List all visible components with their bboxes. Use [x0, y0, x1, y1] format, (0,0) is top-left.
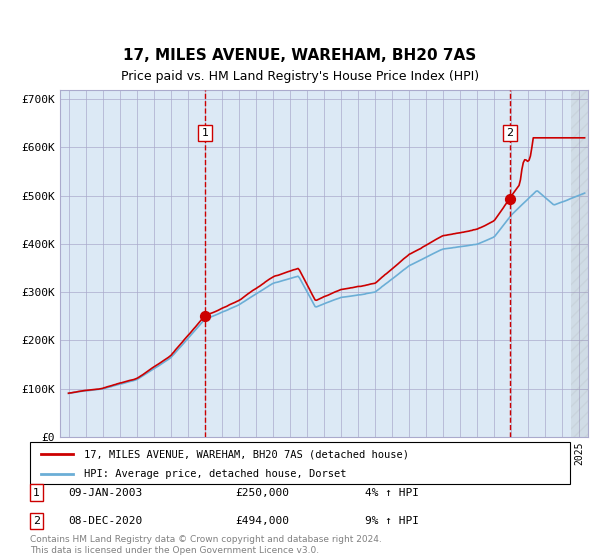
Text: 2: 2 [506, 128, 514, 138]
FancyBboxPatch shape [30, 442, 570, 484]
Text: 1: 1 [33, 488, 40, 498]
Text: Contains HM Land Registry data © Crown copyright and database right 2024.
This d: Contains HM Land Registry data © Crown c… [30, 535, 382, 555]
Text: £494,000: £494,000 [235, 516, 289, 526]
Text: 1: 1 [202, 128, 209, 138]
Text: 17, MILES AVENUE, WAREHAM, BH20 7AS: 17, MILES AVENUE, WAREHAM, BH20 7AS [124, 48, 476, 63]
Text: HPI: Average price, detached house, Dorset: HPI: Average price, detached house, Dors… [84, 469, 347, 479]
Text: £250,000: £250,000 [235, 488, 289, 498]
Text: 08-DEC-2020: 08-DEC-2020 [68, 516, 142, 526]
Text: 09-JAN-2003: 09-JAN-2003 [68, 488, 142, 498]
Text: 2: 2 [33, 516, 40, 526]
Text: 17, MILES AVENUE, WAREHAM, BH20 7AS (detached house): 17, MILES AVENUE, WAREHAM, BH20 7AS (det… [84, 449, 409, 459]
Point [505, 194, 515, 203]
Text: 9% ↑ HPI: 9% ↑ HPI [365, 516, 419, 526]
Text: 4% ↑ HPI: 4% ↑ HPI [365, 488, 419, 498]
Text: Price paid vs. HM Land Registry's House Price Index (HPI): Price paid vs. HM Land Registry's House … [121, 70, 479, 83]
Point [200, 312, 210, 321]
